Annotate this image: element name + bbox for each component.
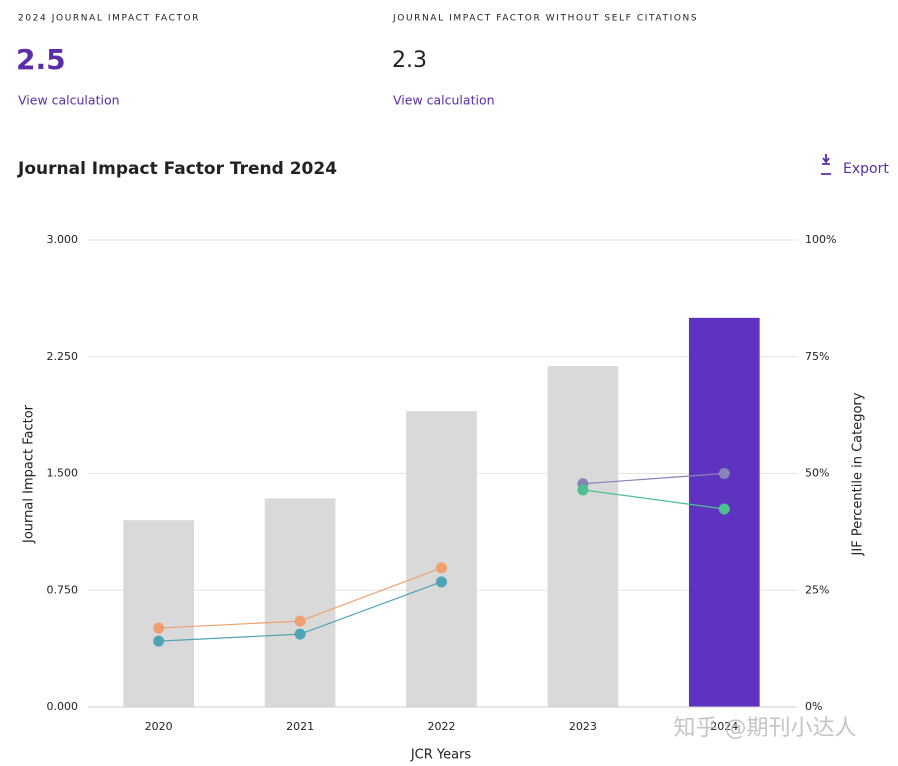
point [436,562,447,574]
bar [123,520,195,707]
metric-label: JOURNAL IMPACT FACTOR WITHOUT SELF CITAT… [392,14,698,24]
x-tick-label: 2022 [428,720,456,733]
y2-axis-label: JIF Percentile in Category [851,392,866,556]
y-tick-label: 0.000 [47,700,79,713]
y2-tick-label: 75% [805,350,829,363]
chart-title: Journal Impact Factor Trend 2024 [17,159,337,179]
bar [406,411,477,707]
export-icon [821,154,831,175]
metric-label: 2024 JOURNAL IMPACT FACTOR [18,14,200,24]
y2-tick-label: 100% [805,233,836,246]
point [294,628,306,640]
watermark: 知乎 @期刊小达人 [674,716,857,741]
x-axis-label: JCR Years [410,748,472,763]
x-tick-label: 2020 [145,720,173,733]
bar [547,366,619,707]
view-calculation-link[interactable]: View calculation [18,93,120,108]
x-tick-label: 2023 [569,720,597,733]
y-tick-label: 0.750 [47,583,79,596]
view-calculation-link[interactable]: View calculation [393,93,495,108]
metric-value: 2.5 [16,43,66,76]
y-axis-label: Journal Impact Factor [22,404,37,544]
y-tick-label: 3.000 [47,233,79,246]
point [436,576,447,588]
point [294,615,306,627]
line [582,489,725,510]
point [718,503,730,515]
y-tick-label: 1.500 [47,467,79,480]
line [582,472,725,485]
y2-tick-label: 25% [805,583,829,596]
point [718,468,730,479]
metric-value: 2.3 [392,48,427,73]
point [153,622,165,634]
y-tick-label: 2.250 [47,350,79,363]
export-button[interactable]: Export [821,154,889,177]
y2-tick-label: 50% [805,467,829,480]
bar [264,498,336,707]
export-label[interactable]: Export [843,161,889,177]
y2-tick-label: 0% [805,700,822,713]
x-tick-label: 2021 [286,720,314,733]
point [577,484,589,496]
x-tick-label: 2024 [710,720,738,733]
point [153,635,165,647]
